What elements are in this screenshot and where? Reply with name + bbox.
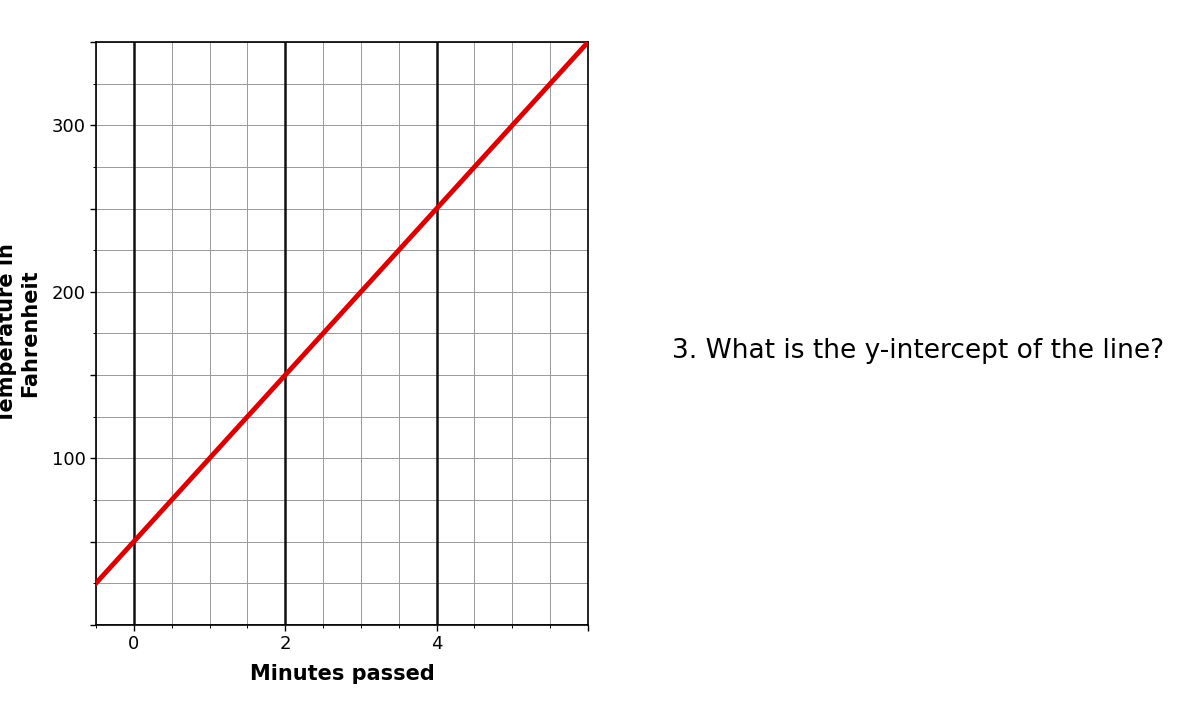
X-axis label: Minutes passed: Minutes passed	[250, 664, 434, 684]
Text: 3. What is the y-intercept of the line?: 3. What is the y-intercept of the line?	[672, 338, 1164, 364]
Y-axis label: Temperature in
Fahrenheit: Temperature in Fahrenheit	[0, 244, 41, 423]
